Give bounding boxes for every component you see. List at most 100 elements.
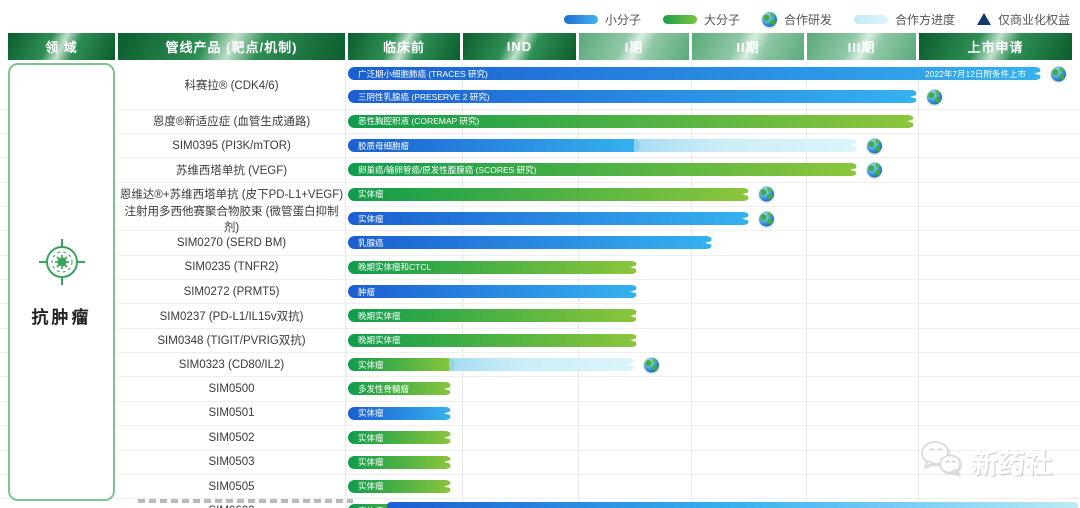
product-label: SIM0502: [208, 431, 255, 444]
progress-bar: 三阴性乳腺癌 (PRESERVE 2 研究): [348, 90, 918, 104]
header-col: 临床前: [348, 33, 460, 60]
indication-label: 乳腺癌: [358, 237, 384, 248]
progress-bar: 实体瘤: [348, 431, 452, 445]
indication-label: 多发性骨髓瘤: [358, 383, 410, 394]
column-gridline: [691, 62, 692, 508]
product-label: 恩度®新适应症 (血管生成通路): [152, 116, 311, 129]
progress-bar: 恶性胸腔积液 (COREMAP 研究): [348, 114, 915, 128]
legend-label: 小分子: [604, 12, 641, 27]
table-row: 苏维西塔单抗 (VEGF) 卵巢癌/输卵管癌/原发性腹膜癌 (SCORES 研究): [0, 158, 1080, 183]
product-label: SIM0395 (PI3K/mTOR): [172, 139, 291, 152]
header-col: 领 域: [8, 33, 115, 60]
clipped-row-label: [138, 499, 353, 503]
product-label: SIM0602: [118, 499, 345, 508]
indication-label: 胶质母细胞瘤: [358, 140, 410, 151]
table-row: SIM0505 实体瘤: [0, 475, 1080, 500]
collaboration-globe-icon: [1051, 66, 1066, 81]
legend-swatch-lightblue-pill: [853, 14, 888, 24]
table-row: SIM0272 (PRMT5) 肿瘤: [0, 280, 1080, 305]
domain-label: 抗肿瘤: [31, 308, 92, 327]
product-label: SIM0503: [208, 456, 255, 469]
wechat-logo-icon: [919, 440, 963, 483]
table-row: 恩维达®+苏维西塔单抗 (皮下PD-L1+VEGF) 实体瘤: [0, 183, 1080, 208]
progress-bar: 实体瘤: [348, 406, 452, 420]
collaboration-globe-icon: [867, 138, 882, 154]
product-label: SIM0323 (CD80/IL2): [178, 358, 285, 371]
indication-label: 晚期实体瘤: [358, 335, 401, 346]
product-label: 科赛拉® (CDK4/6): [184, 80, 279, 93]
progress-bar: 晚期实体瘤: [348, 309, 638, 323]
indication-label: 实体瘤: [358, 408, 384, 419]
table-row: 恩度®新适应症 (血管生成通路) 恶性胸腔积液 (COREMAP 研究): [0, 110, 1080, 135]
table-row: SIM0502 实体瘤: [0, 426, 1080, 451]
indication-label: 实体瘤: [358, 189, 384, 200]
legend-item: 小分子: [563, 11, 641, 28]
legend-item: 合作方进度: [853, 11, 955, 28]
watermark-label: 新药社: [971, 449, 1052, 479]
collaboration-globe-icon: [759, 211, 774, 227]
header-col: II期: [692, 33, 804, 60]
indication-label: 实体瘤: [358, 457, 384, 467]
legend-item: 大分子: [662, 11, 740, 28]
collaboration-globe-icon: [644, 357, 659, 373]
table-row: SIM0270 (SERD BM) 乳腺癌: [0, 231, 1080, 256]
indication-label: 广泛期小细胞肺癌 (TRACES 研究): [358, 68, 488, 79]
collaboration-globe-icon: [867, 162, 882, 178]
column-gridline: [806, 62, 807, 508]
header-col: I期: [579, 33, 689, 60]
product-label: SIM0235 (TNFR2): [184, 261, 279, 274]
progress-bar: 实体瘤: [348, 358, 455, 372]
progress-bar: 晚期实体瘤: [348, 333, 638, 347]
table-row: SIM0503 实体瘤: [0, 451, 1080, 475]
indication-label: 实体瘤: [358, 213, 384, 224]
legend-label: 合作研发: [783, 12, 832, 27]
progress-bar: 实体瘤: [348, 212, 750, 226]
product-label: SIM0348 (TIGIT/PVRIG双抗): [157, 335, 306, 348]
progress-bar: 广泛期小细胞肺癌 (TRACES 研究) 2022年7月12日附条件上市: [348, 67, 1042, 80]
progress-bar: 实体瘤: [348, 479, 452, 493]
table-row: SIM0501 实体瘤: [0, 402, 1080, 427]
progress-bar: 卵巢癌/输卵管癌/原发性腹膜癌 (SCORES 研究): [348, 163, 858, 177]
legend-item: 合作研发: [761, 11, 832, 28]
indication-label: 实体瘤: [358, 481, 384, 492]
indication-label: 肿瘤: [358, 286, 376, 297]
indication-label: 晚期实体瘤和CTCL: [358, 262, 432, 273]
approval-date-label: 2022年7月12日附条件上市: [924, 68, 1026, 79]
product-label: 苏维西塔单抗 (VEGF): [175, 165, 288, 178]
header-col: III期: [807, 33, 916, 60]
product-label: 恩维达®+苏维西塔单抗 (皮下PD-L1+VEGF): [119, 189, 344, 202]
table-row: SIM0235 (TNFR2) 晚期实体瘤和CTCL: [0, 256, 1080, 281]
legend-item: 仅商业化权益: [976, 11, 1070, 28]
table-row: SIM0237 (PD-L1/IL15v双抗) 晚期实体瘤: [0, 304, 1080, 329]
indication-label: 实体瘤: [358, 432, 384, 443]
legend-swatch-blue-pill: [563, 14, 598, 24]
progress-bar: 肿瘤: [348, 285, 638, 299]
partner-progress-bar: [449, 358, 635, 372]
table-row: SIM0348 (TIGIT/PVRIG双抗) 晚期实体瘤: [0, 329, 1080, 354]
column-gridline: [345, 62, 346, 508]
table-row: 注射用多西他赛聚合物胶束 (微管蛋白抑制剂) 实体瘤: [0, 206, 1080, 234]
progress-bar: 多发性骨髓瘤: [348, 382, 452, 396]
product-label: SIM0501: [208, 407, 255, 420]
domain-card-antitumor: 抗肿瘤: [8, 63, 115, 501]
progress-bar: 晚期实体瘤和CTCL: [348, 260, 638, 274]
indication-label: 晚期实体瘤: [358, 310, 401, 321]
triangle-icon: [976, 13, 991, 25]
product-label: SIM0237 (PD-L1/IL15v双抗): [159, 311, 304, 324]
product-label: SIM0270 (SERD BM): [176, 237, 287, 250]
product-label: SIM0272 (PRMT5): [183, 285, 280, 298]
legend-label: 合作方进度: [894, 12, 955, 27]
product-label: SIM0500: [208, 383, 255, 396]
column-gridline: [578, 62, 579, 508]
indication-label: 卵巢癌/输卵管癌/原发性腹膜癌 (SCORES 研究): [358, 164, 537, 175]
product-label: SIM0505: [208, 480, 255, 493]
watermark: 新药社: [919, 440, 1052, 483]
globe-icon: [761, 11, 777, 27]
column-gridline: [918, 62, 919, 508]
progress-bar: 实体瘤: [348, 455, 452, 469]
collaboration-globe-icon: [927, 89, 942, 105]
table-row: 科赛拉® (CDK4/6) 广泛期小细胞肺癌 (TRACES 研究) 2022年7月…: [0, 62, 1080, 110]
legend-swatch-green-pill: [662, 14, 697, 24]
legend-label: 大分子: [703, 12, 740, 27]
